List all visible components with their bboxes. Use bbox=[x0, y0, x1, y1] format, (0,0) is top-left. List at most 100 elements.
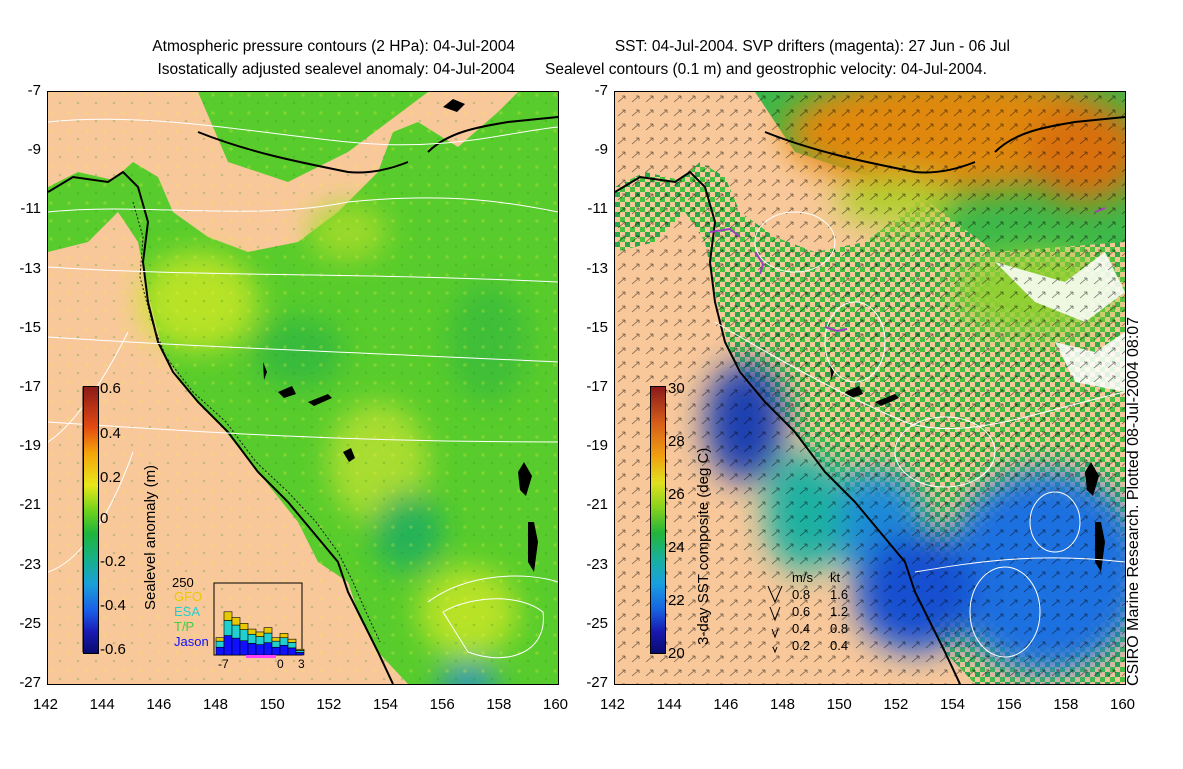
png-coastline bbox=[197, 131, 409, 174]
left-xtick-7: 156 bbox=[429, 696, 455, 713]
right-ytick-7: -21 bbox=[586, 496, 608, 514]
left-ytick-7: -21 bbox=[19, 496, 41, 514]
histogram-bar-7-0 bbox=[271, 646, 281, 656]
histogram-bar-8-0 bbox=[279, 644, 289, 656]
right-cbar-tick-2: 26 bbox=[668, 486, 685, 503]
right-map-svg bbox=[615, 92, 1125, 684]
pressure-contours bbox=[48, 118, 558, 659]
histogram-bar-5-1 bbox=[255, 636, 265, 645]
right-cbar-tick-5: 20 bbox=[668, 645, 685, 662]
right-xtick-7: 156 bbox=[996, 696, 1022, 713]
histogram-bar-7-2 bbox=[271, 637, 281, 642]
left-xtick-1: 144 bbox=[89, 696, 115, 713]
left-ytick-8: -23 bbox=[19, 555, 41, 573]
histogram-bar-8-2 bbox=[279, 633, 289, 639]
legend-row-2-ms: 0.4 bbox=[792, 621, 811, 636]
right-xtick-2: 146 bbox=[713, 696, 739, 713]
left-ytick-1: -9 bbox=[27, 141, 41, 159]
left-ytick-0: -7 bbox=[27, 82, 41, 99]
right-ytick-5: -17 bbox=[586, 378, 608, 395]
histogram-ymax: 250 bbox=[172, 575, 194, 590]
left-xtick-6: 154 bbox=[373, 696, 399, 713]
left-title-line2: Isostatically adjusted sealevel anomaly:… bbox=[157, 61, 515, 78]
svp-drifters bbox=[709, 207, 1106, 333]
australia-coastline bbox=[48, 170, 394, 684]
legend-header-ms: m/s bbox=[792, 570, 813, 585]
left-cbar-tick-1: 0.4 bbox=[100, 425, 121, 442]
legend-tp: T/P bbox=[174, 619, 195, 634]
left-cbar-tick-2: 0.2 bbox=[100, 469, 121, 486]
histogram-bar-4-1 bbox=[247, 633, 257, 644]
left-ytick-6: -19 bbox=[19, 437, 41, 455]
right-ytick-2: -11 bbox=[587, 200, 608, 218]
histogram-bar-1-1 bbox=[223, 620, 233, 636]
histogram-bar-3-1 bbox=[239, 629, 249, 642]
right-colorbar-gradient bbox=[650, 386, 666, 654]
histogram-bar-4-0 bbox=[247, 643, 257, 656]
right-xtick-8: 158 bbox=[1053, 696, 1079, 713]
right-ytick-6: -19 bbox=[586, 437, 608, 455]
histogram-bar-5-2 bbox=[255, 631, 265, 637]
right-colorbar-label: 3-day SST composite (deg C) bbox=[695, 447, 712, 645]
right-cbar-tick-3: 24 bbox=[668, 539, 685, 556]
histogram-bar-10-1 bbox=[295, 650, 305, 653]
right-xtick-5: 152 bbox=[883, 696, 909, 713]
right-xtick-1: 144 bbox=[656, 696, 682, 713]
histogram-bar-0-1 bbox=[215, 640, 225, 648]
right-ytick-10: -27 bbox=[586, 674, 608, 691]
histogram-bar-1-2 bbox=[223, 611, 233, 621]
right-ytick-8: -23 bbox=[586, 555, 608, 573]
histogram-bar-10-2 bbox=[295, 648, 305, 651]
histogram-bar-9-1 bbox=[287, 642, 297, 649]
legend-header-kt: kt bbox=[830, 570, 841, 585]
histogram-bar-10-0 bbox=[295, 652, 305, 656]
left-xtick-2: 146 bbox=[146, 696, 172, 713]
histogram-bar-4-2 bbox=[247, 628, 257, 635]
hist-xtick-0: -7 bbox=[218, 657, 229, 671]
right-ytick-9: -25 bbox=[586, 614, 608, 632]
histogram-bar-2-1 bbox=[231, 624, 241, 639]
right-xtick-3: 148 bbox=[770, 696, 796, 713]
australia-coastline bbox=[615, 170, 961, 684]
left-xtick-5: 152 bbox=[316, 696, 342, 713]
right-xtick-4: 150 bbox=[826, 696, 852, 713]
legend-row-0-kt: 1.6 bbox=[830, 587, 849, 602]
histogram-bar-5-0 bbox=[255, 644, 265, 656]
right-ytick-4: -15 bbox=[586, 318, 608, 336]
histogram-bar-7-1 bbox=[271, 640, 281, 648]
legend-esa: ESA bbox=[174, 604, 201, 619]
histogram-bar-3-0 bbox=[239, 640, 249, 656]
right-xtick-6: 154 bbox=[940, 696, 966, 713]
histogram-bar-2-0 bbox=[231, 637, 241, 656]
left-ytick-2: -11 bbox=[20, 200, 41, 218]
credit-text: CSIRO Marine Research. Plotted 08-Jul-20… bbox=[1125, 316, 1142, 686]
hist-xtick-2: 3 bbox=[298, 657, 305, 671]
left-ytick-3: -13 bbox=[19, 259, 41, 277]
hist-xtick-1: 0 bbox=[277, 657, 284, 671]
right-ytick-1: -9 bbox=[594, 141, 608, 159]
left-sealevel-map bbox=[47, 91, 559, 685]
left-xtick-8: 158 bbox=[486, 696, 512, 713]
histogram-bar-8-1 bbox=[279, 637, 289, 646]
legend-row-1-kt: 1.2 bbox=[830, 604, 849, 619]
right-xtick-9: 160 bbox=[1110, 696, 1136, 713]
legend-row-3-kt: 0.4 bbox=[830, 638, 849, 653]
legend-jason: Jason bbox=[174, 634, 209, 649]
left-colorbar-gradient bbox=[83, 386, 99, 654]
legend-row-1-ms: 0.6 bbox=[792, 604, 811, 619]
legend-row-0-ms: 0.8 bbox=[792, 587, 811, 602]
histogram-bar-6-2 bbox=[263, 627, 273, 634]
left-cbar-tick-0: 0.6 bbox=[100, 380, 121, 397]
left-cbar-tick-5: -0.4 bbox=[100, 597, 126, 614]
altimeter-histogram: 250 GFO ESA T/P Jason -7 0 3 bbox=[172, 575, 307, 671]
left-title-line1: Atmospheric pressure contours (2 HPa): 0… bbox=[152, 38, 515, 55]
left-ytick-5: -17 bbox=[19, 378, 41, 395]
legend-row-2-kt: 0.8 bbox=[830, 621, 849, 636]
right-ytick-3: -13 bbox=[586, 259, 608, 277]
histogram-bar-3-2 bbox=[239, 623, 249, 630]
left-colorbar-label: Sealevel anomaly (m) bbox=[142, 464, 159, 610]
sealevel-contours bbox=[714, 211, 1125, 658]
velocity-legend: m/s kt 0.8 1.6 0.6 1.2 0.4 0.8 0.2 0.4 bbox=[762, 570, 882, 665]
left-cbar-tick-3: 0 bbox=[100, 510, 109, 527]
right-cbar-tick-0: 30 bbox=[668, 380, 685, 397]
